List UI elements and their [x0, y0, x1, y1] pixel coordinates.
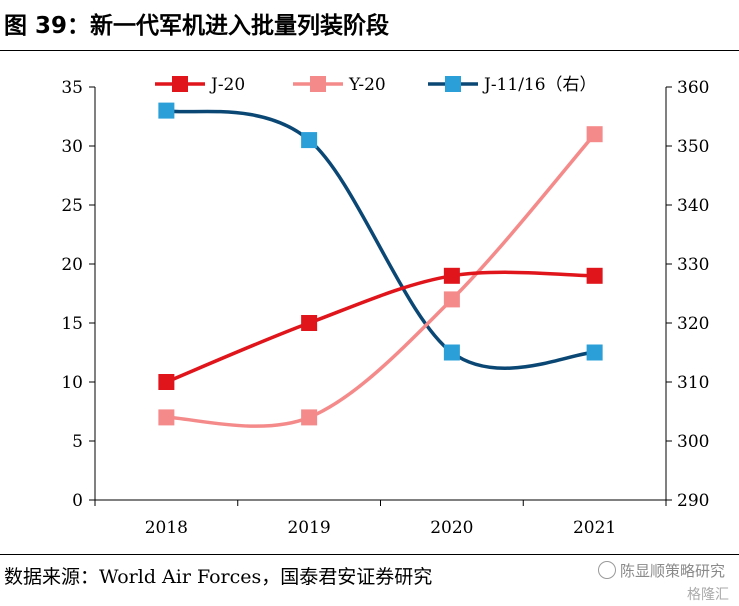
y-left-tick-label: 35 — [61, 78, 83, 98]
chart-legend: J-20 Y-20 J-11/16（右） — [155, 75, 597, 95]
series-2-point — [158, 102, 175, 119]
legend-swatch-marker — [310, 76, 326, 92]
y-right-tick-label: 340 — [677, 196, 709, 216]
y-left-tick-label: 25 — [61, 196, 83, 216]
y-left-tick-label: 5 — [72, 432, 83, 452]
y-right-tick-label: 320 — [677, 314, 709, 334]
y-right-tick-label: 310 — [677, 373, 709, 393]
source-rule — [0, 554, 739, 555]
legend-swatch-marker — [445, 76, 461, 92]
series-1-point — [301, 409, 318, 426]
series-0-point — [586, 267, 603, 284]
x-tick-label: 2020 — [430, 518, 473, 538]
series-line-2 — [166, 108, 595, 370]
series-0-point — [443, 267, 460, 284]
series-2-point — [443, 344, 460, 361]
y-left-tick-label: 20 — [61, 255, 83, 275]
x-tick-label: 2018 — [145, 518, 188, 538]
series-line-0 — [165, 270, 595, 384]
chart-markers — [158, 102, 603, 426]
wechat-icon — [597, 561, 616, 579]
series-1-point — [586, 126, 603, 143]
legend-label: J-20 — [209, 75, 245, 95]
watermark: 陈显顺策略研究 — [597, 560, 725, 581]
series-0-point — [301, 315, 318, 331]
figure-title: 图 39：新一代军机进入批量列装阶段 — [4, 13, 390, 39]
y-right-tick-label: 300 — [677, 432, 709, 452]
series-0-point — [158, 374, 175, 390]
watermark-secondary: 格隆汇 — [687, 587, 729, 603]
series-line-1 — [166, 133, 596, 428]
chart-svg: 0 5 10 15 20 25 30 35 290 300 310 320 330 340 350 360 20… — [61, 75, 709, 538]
y-left-tick-label: 30 — [61, 137, 83, 157]
series-2-point — [586, 344, 603, 361]
x-tick-label: 2021 — [573, 518, 616, 538]
source-note: 数据来源：World Air Forces，国泰君安证券研究 — [4, 566, 433, 588]
y-right-tick-label: 330 — [677, 255, 709, 275]
y-right-tick-label: 350 — [677, 137, 709, 157]
y-right-tick-label: 290 — [677, 491, 709, 511]
series-2-point — [301, 132, 318, 149]
legend-label: Y-20 — [348, 75, 386, 95]
series-1-point — [158, 409, 175, 426]
y-left-tick-label: 10 — [61, 373, 83, 393]
legend-label: J-11/16（右） — [482, 75, 597, 95]
watermark-text: 陈显顺策略研究 — [619, 562, 725, 580]
y-right-tick-label: 360 — [677, 78, 709, 98]
y-left-tick-label: 15 — [61, 314, 83, 334]
x-tick-label: 2019 — [287, 518, 330, 538]
y-left-tick-label: 0 — [72, 491, 83, 511]
chart-lines — [165, 108, 596, 428]
title-rule — [0, 50, 739, 51]
legend-swatch-marker — [172, 76, 188, 92]
series-1-point — [443, 291, 460, 308]
chart-axes: 0 5 10 15 20 25 30 35 290 300 310 320 330 340 350 360 20… — [61, 78, 709, 538]
